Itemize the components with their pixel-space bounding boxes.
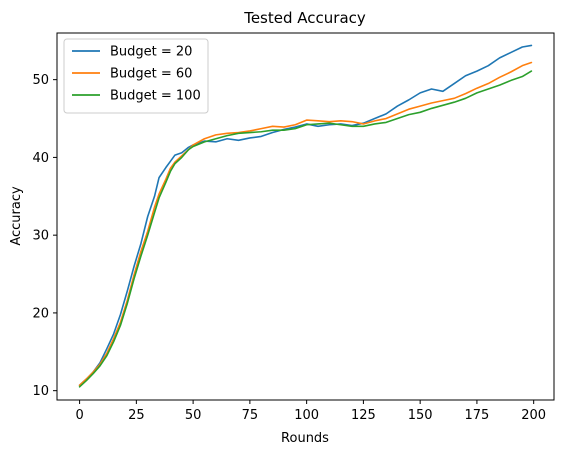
y-tick-label: 40 xyxy=(32,151,49,166)
legend-label-3: Budget = 100 xyxy=(110,89,201,104)
y-tick-label: 10 xyxy=(32,384,49,399)
legend: Budget = 20 Budget = 60 Budget = 100 xyxy=(63,38,209,114)
x-tick-label: 125 xyxy=(351,408,376,423)
y-tick-label: 30 xyxy=(32,229,49,244)
x-tick-label: 0 xyxy=(75,408,83,423)
x-tick-label: 175 xyxy=(465,408,490,423)
legend-label-1: Budget = 20 xyxy=(110,45,192,60)
y-axis-label: Accuracy xyxy=(9,186,24,246)
series-line-2 xyxy=(78,61,533,387)
y-tick-label: 20 xyxy=(32,306,49,321)
y-tick-label: 50 xyxy=(32,73,49,88)
series-line-1 xyxy=(78,44,533,387)
x-tick-label: 50 xyxy=(185,408,202,423)
series-line-3 xyxy=(78,70,533,388)
x-tick-label: 150 xyxy=(408,408,433,423)
x-tick-label: 75 xyxy=(242,408,259,423)
x-tick-label: 25 xyxy=(128,408,145,423)
x-tick-label: 200 xyxy=(521,408,546,423)
x-axis-ticks: 0 25 50 75 100 125 150 175 200 xyxy=(75,400,546,423)
series-layer xyxy=(78,44,533,388)
chart-title: Tested Accuracy xyxy=(243,9,366,27)
legend-label-2: Budget = 60 xyxy=(110,67,192,82)
x-tick-label: 100 xyxy=(294,408,319,423)
x-axis-label: Rounds xyxy=(281,431,329,446)
plot-frame xyxy=(56,32,555,401)
y-axis-ticks: 10 20 30 40 50 xyxy=(32,73,57,399)
